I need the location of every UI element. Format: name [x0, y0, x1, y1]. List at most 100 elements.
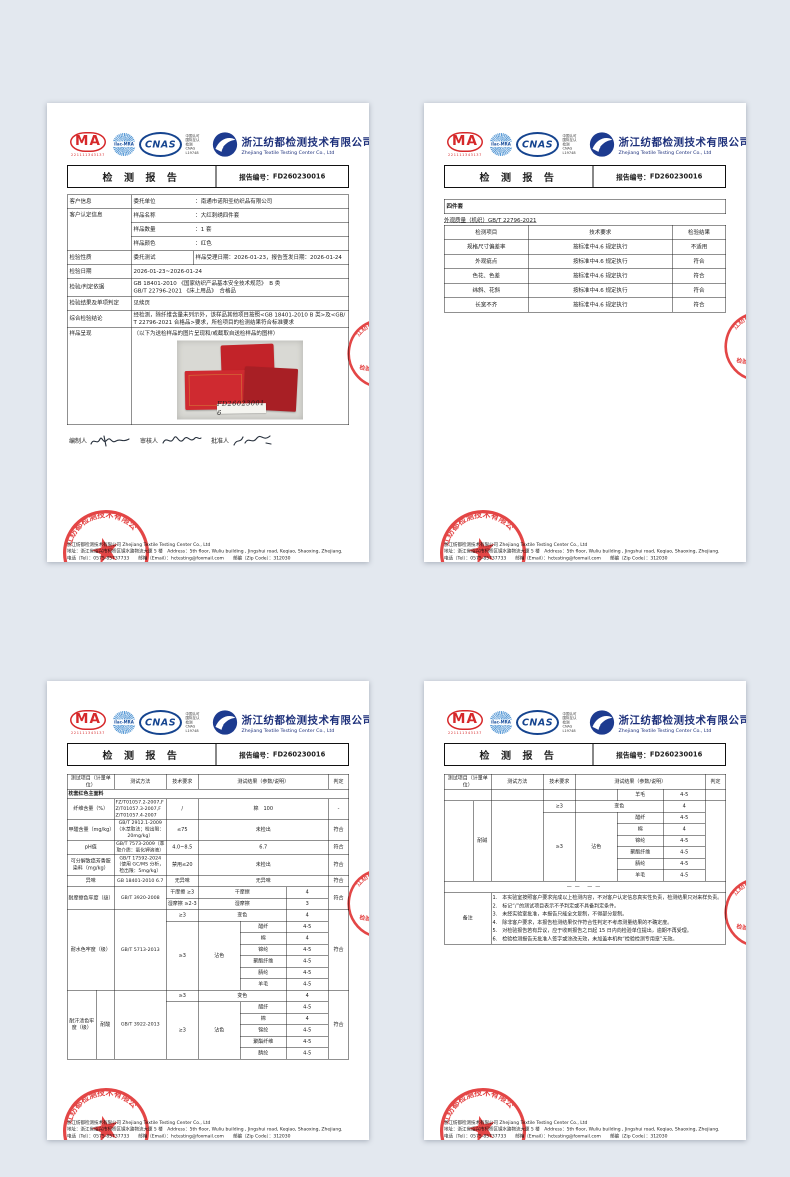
cell: 符合	[672, 297, 726, 313]
report-title: 检 测 报 告	[102, 749, 181, 762]
cell: 沾色	[575, 812, 618, 882]
cell: /	[166, 798, 199, 820]
cell	[543, 789, 576, 801]
cell	[705, 800, 726, 882]
cell: ≥3	[166, 989, 199, 1002]
page-footer: 浙江纺都检测技术有限公司 Zhejiang Textile Testing Ce…	[444, 1120, 726, 1140]
cell: ：大红刺绣四件套	[193, 208, 349, 223]
reviewed-signature-icon	[162, 436, 202, 444]
cell: 无异味	[198, 874, 329, 887]
cnas-caption: 中国认可 国际互认 检测 CNAS L19748	[185, 711, 200, 733]
cell: 委托单位	[131, 194, 194, 209]
cell: 湿摩擦 ≥2-3	[166, 897, 199, 910]
cell: 纤维含量（%）	[67, 798, 115, 820]
cell: 综合检验结论	[67, 309, 132, 328]
sample-part-table: 四件套	[444, 199, 726, 214]
cell: 符合	[672, 283, 726, 298]
cnas-caption: 中国认可 国际互认 检测 CNAS L19748	[562, 133, 577, 155]
test-results-table: 测试项目（计量单位） 测试方法 技术要求 测试结果（参数/说明） 判定 枕套红色…	[67, 774, 349, 1060]
cell: 湿摩擦	[198, 897, 287, 910]
report-number: 报告编号： FD260230016	[215, 166, 348, 187]
report-number-label: 报告编号：	[239, 173, 273, 182]
page-3-content: MA 221111343137 ilac-MRA CNAS 中国认可 国际互认 …	[47, 707, 369, 1140]
cnas-logo-icon: CNAS	[139, 710, 182, 735]
cell: GB/T 17592-2024（使用 GC/MS 分析，检出限：5mg/kg）	[114, 854, 167, 876]
company-logo-icon	[589, 710, 615, 735]
cell	[575, 789, 618, 801]
cell: 符合	[328, 989, 349, 1060]
cell: 4	[663, 823, 706, 836]
company-name: 浙江纺都检测技术有限公司 Zhejiang Textile Testing Ce…	[241, 713, 370, 734]
cell: 沾色	[198, 920, 241, 991]
col-header: 测试项目（计量单位）	[444, 774, 492, 790]
report-page-2[interactable]: MA 221111343137 ilac-MRA CNAS 中国认可 国际互认 …	[424, 103, 746, 562]
cell: 羊毛	[240, 978, 287, 991]
cell: 6.7	[198, 839, 329, 855]
cma-logo-icon: MA 221111343137	[447, 710, 483, 735]
cell: 腈纶	[240, 1047, 287, 1060]
reviewed-by-label: 审核人	[140, 437, 159, 445]
report-page-4[interactable]: MA 221111343137 ilac-MRA CNAS 中国认可 国际互认 …	[424, 681, 746, 1140]
cell: 检验结果及单项判定	[67, 295, 132, 311]
company-name: 浙江纺都检测技术有限公司 Zhejiang Textile Testing Ce…	[618, 713, 747, 734]
cell: 样品名称	[131, 208, 194, 223]
header-logos: MA 221111343137 ilac-MRA CNAS 中国认可 国际互认 …	[67, 707, 369, 738]
sample-part-name: 四件套	[444, 199, 726, 214]
cell: 4	[286, 886, 329, 899]
cell: 按标准中4.6 规定执行	[528, 254, 673, 269]
end-of-data-divider: —— ——	[444, 881, 726, 893]
remark-item: 2. 标记“/”的测试项目表示不予判定或不具备判定条件。	[492, 903, 620, 909]
header-logos: MA 221111343137 ilac-MRA CNAS 中国认可 国际互认 …	[444, 707, 746, 738]
col-header: 测试结果（参数/说明）	[198, 774, 329, 790]
cell: 4-5	[663, 858, 706, 870]
cell: 沾色	[198, 1001, 241, 1060]
appearance-quality-table: 检测项目 技术要求 检验结果 规格尺寸偏差率 按标准中4.6 规定执行 不适用 …	[444, 225, 726, 313]
company-logo-icon	[589, 132, 615, 157]
ilac-label: ilac-MRA	[111, 141, 137, 147]
page-footer: 浙江纺都检测技术有限公司 Zhejiang Textile Testing Ce…	[444, 542, 726, 562]
cell: ：红色	[193, 236, 349, 251]
cell: 4-5	[286, 943, 329, 956]
report-title: 检 测 报 告	[479, 749, 558, 762]
footer-contact: 电话（Tel）：0575-85737733 邮箱（Email）：hctestin…	[67, 555, 291, 561]
cell: ：南通市诺阳圣纺织品有限公司	[193, 194, 349, 209]
cnas-caption: 中国认可 国际互认 检测 CNAS L19748	[185, 133, 200, 155]
cell: 耐碱	[473, 800, 492, 882]
cell: 2026-01-23~2026-01-24	[131, 264, 349, 279]
report-page-1[interactable]: MA 221111343137 ilac-MRA CNAS 中国认可 国际互认 …	[47, 103, 369, 562]
report-title-bar: 检 测 报 告 报告编号： FD260230016	[67, 743, 349, 766]
cell: 变色	[575, 800, 664, 813]
report-page-3[interactable]: MA 221111343137 ilac-MRA CNAS 中国认可 国际互认 …	[47, 681, 369, 1140]
cell: 醋纤	[240, 920, 287, 933]
cell: 检验性质	[67, 250, 132, 265]
col-header: 判定	[328, 774, 349, 790]
cell: 锦纶	[617, 835, 664, 847]
cell: 按标准中4.6 规定执行	[528, 297, 673, 313]
cell: 耐水色牢度（级）	[67, 909, 115, 991]
remarks-list: 1. 本实验室按照客户要求完成以上检测内容，不对客户认定信息真实性负责，检测结果…	[491, 892, 726, 945]
cell: 4	[286, 1012, 329, 1025]
cell: 4.0~8.5	[166, 839, 199, 855]
cell: 符合	[672, 268, 726, 284]
cell: 4-5	[286, 1047, 329, 1060]
cell: 4	[286, 932, 329, 945]
cell: GB 18401-2010 6.7	[114, 874, 167, 887]
cell: 4-5	[663, 789, 706, 801]
section-row: 枕套红色主面料	[67, 789, 349, 799]
cell: 聚酯纤维	[240, 1035, 287, 1048]
ilac-mra-logo-icon: ilac-MRA	[488, 711, 514, 734]
report-number-value: FD260230016	[272, 172, 326, 181]
report-number: 报告编号： FD260230016	[592, 166, 725, 187]
page-2-content: MA 221111343137 ilac-MRA CNAS 中国认可 国际互认 …	[424, 129, 746, 562]
cell: 4-5	[286, 1035, 329, 1048]
report-title: 检 测 报 告	[479, 171, 558, 184]
report-info-table: 客户信息 委托单位 ：南通市诺阳圣纺织品有限公司 客户认定信息 样品名称 ：大红…	[67, 194, 349, 426]
col-header: 技术要求	[528, 225, 673, 240]
cell: 可分解致癌芳香胺染料（mg/kg）	[67, 854, 115, 876]
cell: 干摩擦	[198, 886, 287, 899]
cell	[444, 800, 474, 882]
remark-item: 3. 未经实验室批准，本报告只能全文复制，不得部分复制。	[492, 911, 628, 918]
ilac-mra-logo-icon: ilac-MRA	[111, 711, 137, 734]
cell: 3	[286, 897, 329, 910]
cell: 符合	[328, 909, 349, 991]
